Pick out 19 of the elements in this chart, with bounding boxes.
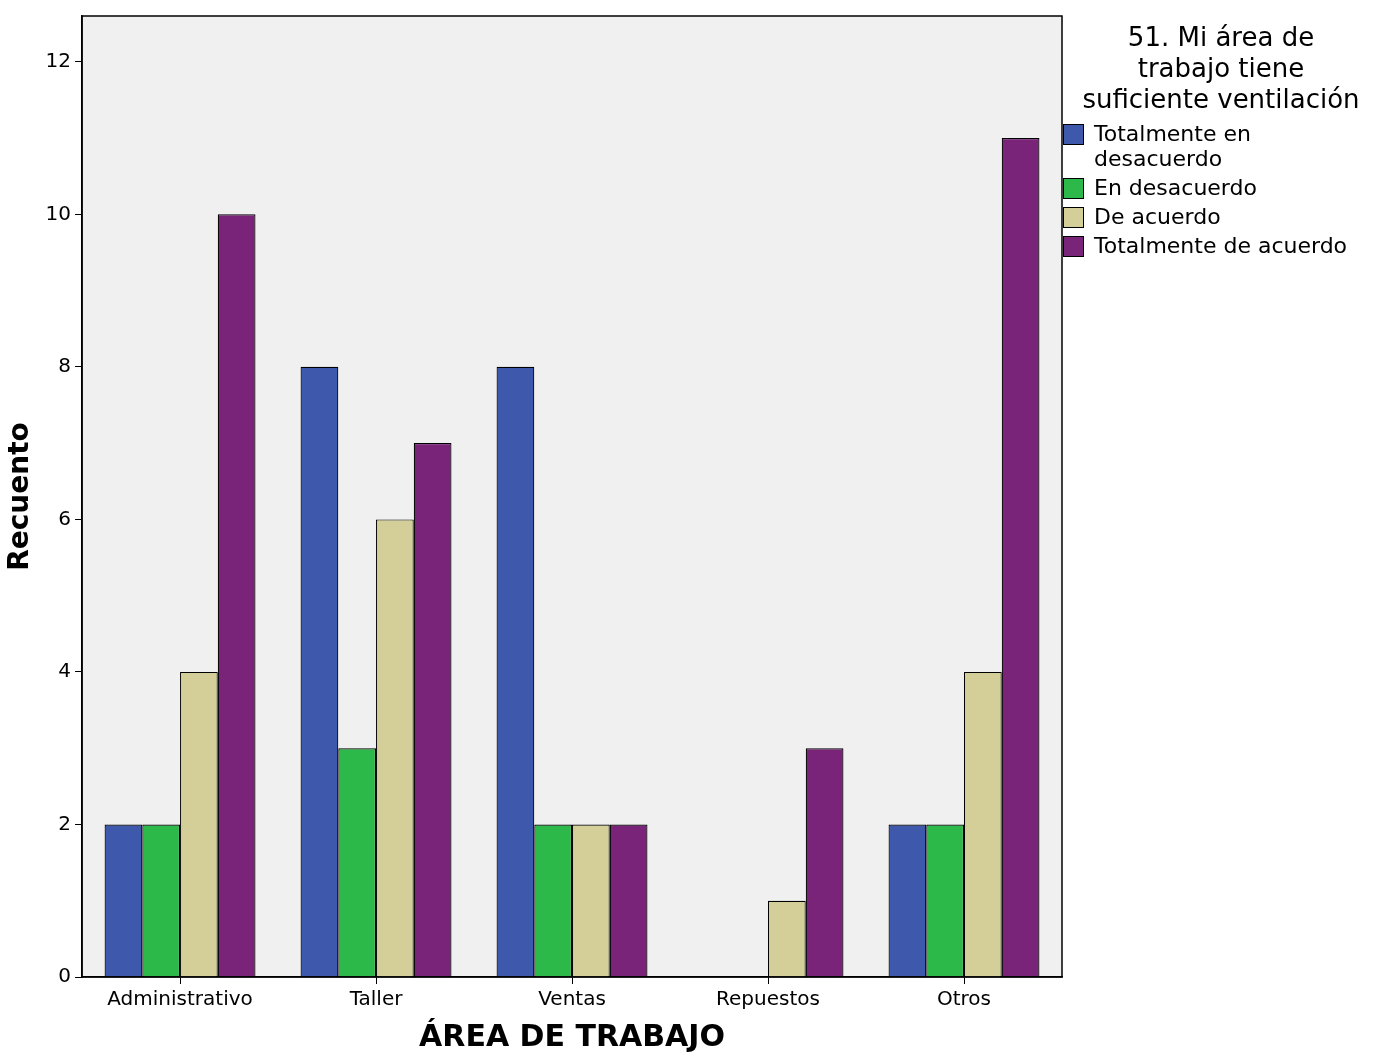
x-tick-label: Taller: [348, 986, 404, 1011]
y-tick-label: 12: [45, 47, 72, 72]
legend-label: En desacuerdo: [1094, 175, 1257, 200]
y-tick-label: 10: [45, 200, 72, 225]
x-axis-title: ÁREA DE TRABAJO: [419, 1017, 725, 1053]
y-tick-label: 4: [58, 658, 72, 683]
x-tick-label: Otros: [936, 986, 992, 1011]
y-tick-label: 6: [58, 505, 72, 530]
legend-label: Totalmente en desacuerdo: [1094, 121, 1252, 171]
y-tick-label: 2: [58, 810, 72, 835]
legend-title: 51. Mi área de trabajo tiene suficiente ventilación: [1081, 22, 1361, 115]
y-tick-label: 0: [58, 963, 72, 988]
x-tick-label: Repuestos: [716, 986, 820, 1011]
x-tick-label: Administrativo: [107, 986, 253, 1011]
y-axis-title: Recuento: [2, 422, 36, 571]
legend-label: De acuerdo: [1094, 204, 1221, 229]
legend-label: Totalmente de acuerdo: [1094, 233, 1348, 258]
x-tick-label: Ventas: [538, 986, 606, 1011]
y-tick-label: 8: [58, 353, 72, 378]
